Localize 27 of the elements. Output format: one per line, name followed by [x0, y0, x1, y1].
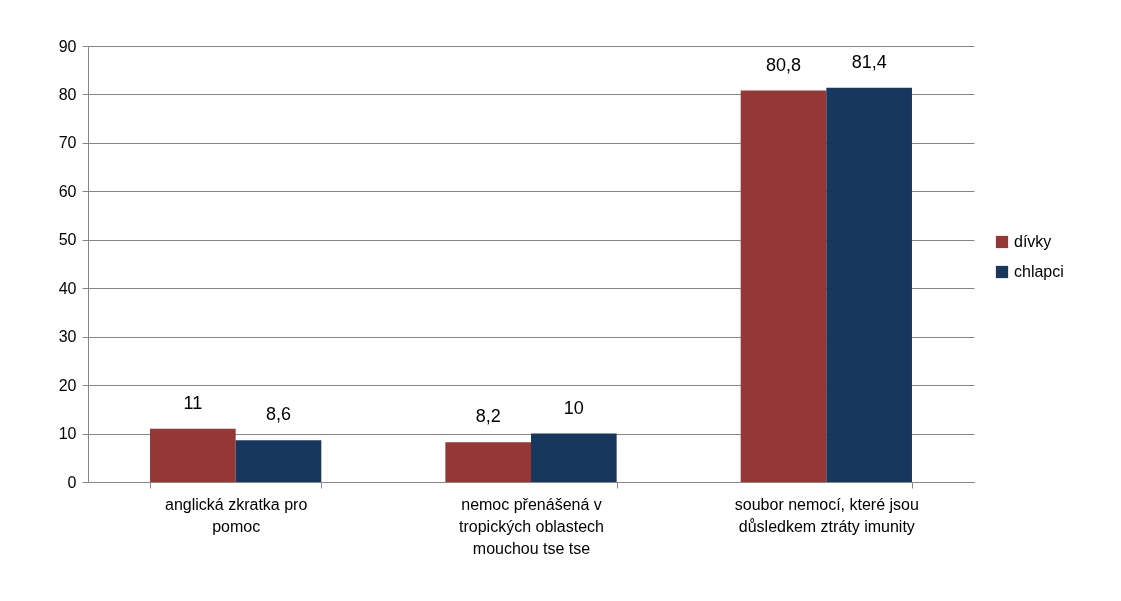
- bar: [150, 428, 236, 482]
- y-tick-label: 50: [58, 231, 77, 249]
- data-label: 8,6: [265, 404, 292, 425]
- x-tick-label: anglická zkratka pro pomoc: [165, 495, 308, 535]
- legend-label: chlapci: [1014, 263, 1064, 280]
- x-tick-label: soubor nemocí, které jsou důsledkem ztráty imunity: [734, 495, 919, 535]
- data-label: 10: [563, 397, 584, 418]
- bar: [531, 433, 617, 482]
- bar: [445, 442, 531, 482]
- bar: [740, 90, 827, 482]
- y-tick-label: 30: [58, 328, 77, 346]
- data-label: 81,4: [851, 51, 887, 72]
- y-tick-label: 70: [58, 134, 77, 152]
- legend-label: dívky: [1014, 233, 1052, 250]
- y-tick-label: 20: [58, 376, 77, 394]
- bar: [826, 87, 912, 482]
- y-tick-label: 0: [67, 473, 77, 491]
- y-tick-label: 40: [58, 279, 77, 297]
- data-label: 8,2: [475, 406, 501, 427]
- data-label: 80,8: [765, 54, 802, 75]
- y-tick-label: 60: [58, 182, 77, 200]
- bar: [235, 440, 322, 482]
- data-label: 11: [183, 392, 203, 413]
- y-tick-label: 90: [58, 37, 77, 55]
- x-tick-label: nemoc přenášená v tropických oblastech mouchou tse tse: [459, 495, 604, 557]
- y-tick-label: 10: [58, 425, 77, 443]
- y-tick-label: 80: [58, 85, 77, 103]
